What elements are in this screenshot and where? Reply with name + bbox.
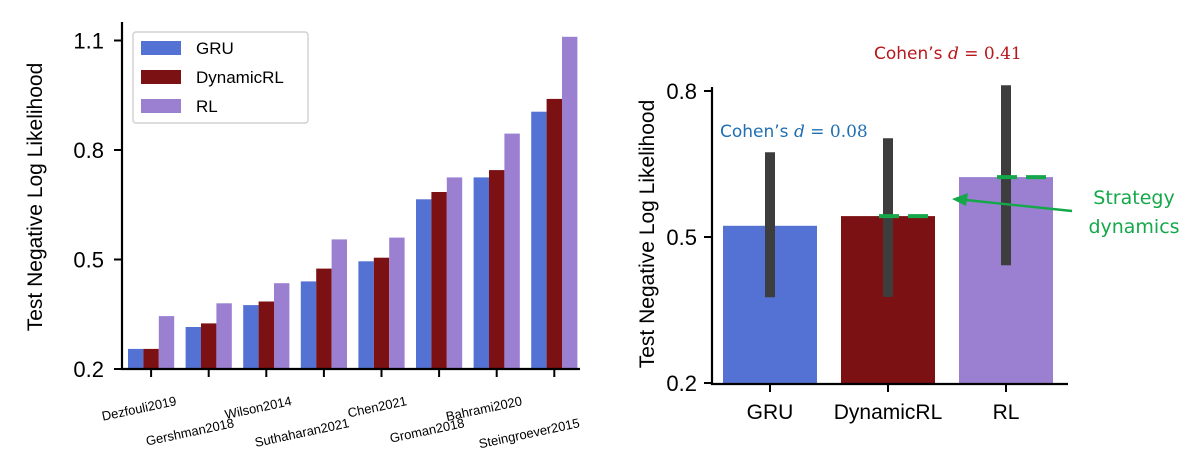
bar-gru-bahrami2020 [473, 177, 489, 369]
left-legend: GRU DynamicRL RL [132, 31, 309, 124]
left-x-ticks: Dezfouli2019Gershman2018Wilson2014Suthah… [100, 369, 581, 451]
bar-rl-bahrami2020 [504, 133, 520, 369]
bar-rl-wilson2014 [274, 283, 290, 369]
cohens-d-rl-annotation: Cohen’s d = 0.41 [874, 44, 1022, 64]
bar-rl-groman2018 [446, 177, 463, 369]
bar-rl-suthaharan2021 [331, 239, 347, 369]
right-x-ticks: GRU DynamicRL RL [747, 384, 1020, 424]
bar-dynamicrl-bahrami2020 [489, 170, 505, 369]
bar-gru-wilson2014 [243, 305, 259, 369]
strategy-dynamics-arrow-head [952, 193, 968, 206]
bar-gru-dezfouli2019 [128, 348, 144, 369]
bar-dynamicrl-wilson2014 [258, 301, 274, 369]
left-ytick-label: 0.2 [73, 357, 104, 382]
bar-dynamicrl-gershman2018 [201, 323, 217, 369]
strategy-dynamics-label-line1: Strategy [1093, 187, 1174, 209]
right-xtick-label-dynamicrl: DynamicRL [834, 401, 943, 424]
legend-swatch-dynamicrl [141, 70, 181, 84]
bar-gru-gershman2018 [185, 327, 201, 369]
left-xtick-label: Steingroever2015 [477, 415, 581, 451]
left-xtick-label: Gershman2018 [145, 415, 236, 448]
left-y-ticks: 0.2 0.5 0.8 1.1 [73, 29, 122, 382]
left-xtick-label: Wilson2014 [223, 393, 293, 422]
bar-dynamicrl-chen2021 [373, 257, 390, 369]
right-y-ticks: 0.2 0.5 0.8 [666, 79, 712, 396]
left-ytick-label: 0.8 [73, 138, 104, 163]
cohens-d-gru-var: d [794, 122, 805, 142]
left-ytick-label: 0.5 [73, 248, 104, 273]
cohens-d-rl-prefix: Cohen’s [874, 44, 948, 64]
cohens-d-rl-var: d [948, 44, 959, 64]
left-xtick-label: Bahrami2020 [445, 393, 524, 424]
bar-gru-steingroever2015 [531, 111, 547, 369]
bar-dynamicrl-suthaharan2021 [316, 268, 332, 369]
left-xtick-label: Dezfouli2019 [100, 393, 177, 423]
bar-rl-steingroever2015 [562, 36, 578, 370]
right-dashes [879, 175, 1051, 219]
right-chart: 0.2 0.5 0.8 GRU DynamicRL RL Test Negative L… [636, 44, 1180, 424]
strategy-dynamics-arrow [952, 193, 1073, 213]
bar-rl-chen2021 [389, 237, 405, 369]
strategy-dynamics-label-line2: dynamics [1088, 216, 1179, 238]
right-ytick-label: 0.5 [666, 225, 697, 250]
legend-label-dynamicrl: DynamicRL [196, 68, 284, 87]
bar-dynamicrl-steingroever2015 [546, 98, 562, 370]
right-ytick-label: 0.2 [666, 371, 697, 396]
legend-swatch-gru [141, 41, 181, 55]
cohens-d-gru-prefix: Cohen’s [720, 122, 794, 142]
strategy-dynamics-arrow-shaft [965, 198, 1073, 213]
legend-label-gru: GRU [196, 39, 234, 58]
bar-rl-dezfouli2019 [158, 316, 175, 369]
cohens-d-gru-value: = 0.08 [805, 122, 868, 142]
legend-swatch-rl [141, 99, 181, 113]
left-xtick-label: Chen2021 [346, 393, 408, 420]
right-xtick-label-rl: RL [993, 401, 1020, 424]
left-bars [128, 36, 578, 370]
bar-dynamicrl-groman2018 [431, 192, 447, 369]
right-ytick-label: 0.8 [666, 79, 697, 104]
cohens-d-gru-annotation: Cohen’s d = 0.08 [720, 122, 868, 142]
legend-label-rl: RL [196, 97, 218, 116]
right-y-axis-title: Test Negative Log Likelihood [636, 100, 659, 369]
bar-dynamicrl-dezfouli2019 [143, 348, 159, 369]
left-ytick-label: 1.1 [73, 29, 104, 54]
bar-gru-chen2021 [358, 261, 374, 369]
bar-gru-suthaharan2021 [300, 281, 317, 369]
right-xtick-label-gru: GRU [747, 401, 794, 424]
left-chart: 0.2 0.5 0.8 1.1 Dezfouli2019Gershman2018Wil… [24, 22, 581, 451]
bar-gru-groman2018 [416, 199, 432, 369]
left-xtick-label: Suthaharan2021 [253, 415, 350, 450]
bar-rl-gershman2018 [216, 303, 232, 369]
left-y-axis-title: Test Negative Log Likelihood [24, 63, 47, 332]
cohens-d-rl-value: = 0.41 [959, 44, 1022, 64]
